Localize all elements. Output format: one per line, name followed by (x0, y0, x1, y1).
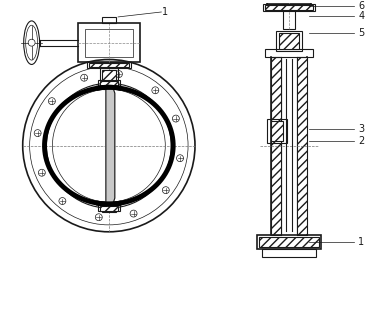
Bar (78, 23, 140, 62)
Bar (104, 202, 114, 211)
Bar (98, 205, 120, 211)
Bar (262, 249, 316, 256)
Ellipse shape (24, 21, 40, 65)
Bar (102, 202, 116, 212)
Text: 1: 1 (162, 7, 168, 17)
Polygon shape (106, 85, 115, 206)
Bar (102, 79, 116, 89)
Text: 5: 5 (358, 28, 364, 38)
Bar (283, 4, 295, 29)
Bar (98, 80, 120, 86)
Bar (267, 0, 311, 4)
Bar (276, 31, 302, 51)
Bar (87, 62, 131, 68)
Text: 1: 1 (358, 237, 364, 247)
Bar (279, 33, 299, 49)
Bar (102, 17, 116, 23)
Text: 6: 6 (358, 1, 364, 11)
Text: 4: 4 (358, 12, 364, 22)
Bar (85, 29, 133, 56)
Bar (100, 68, 118, 80)
Text: 3: 3 (358, 124, 364, 134)
Bar (263, 4, 315, 11)
Text: 2: 2 (358, 136, 364, 146)
Ellipse shape (26, 25, 38, 60)
Bar (104, 80, 114, 89)
Bar (271, 56, 281, 235)
Bar (267, 119, 287, 143)
Bar (102, 71, 116, 80)
Bar (297, 56, 307, 235)
Bar (258, 235, 321, 249)
Bar (259, 237, 319, 247)
Bar (265, 49, 313, 56)
Bar (271, 121, 283, 141)
Bar (100, 81, 118, 86)
Bar (89, 63, 129, 67)
Bar (265, 5, 313, 10)
Bar (100, 206, 118, 211)
